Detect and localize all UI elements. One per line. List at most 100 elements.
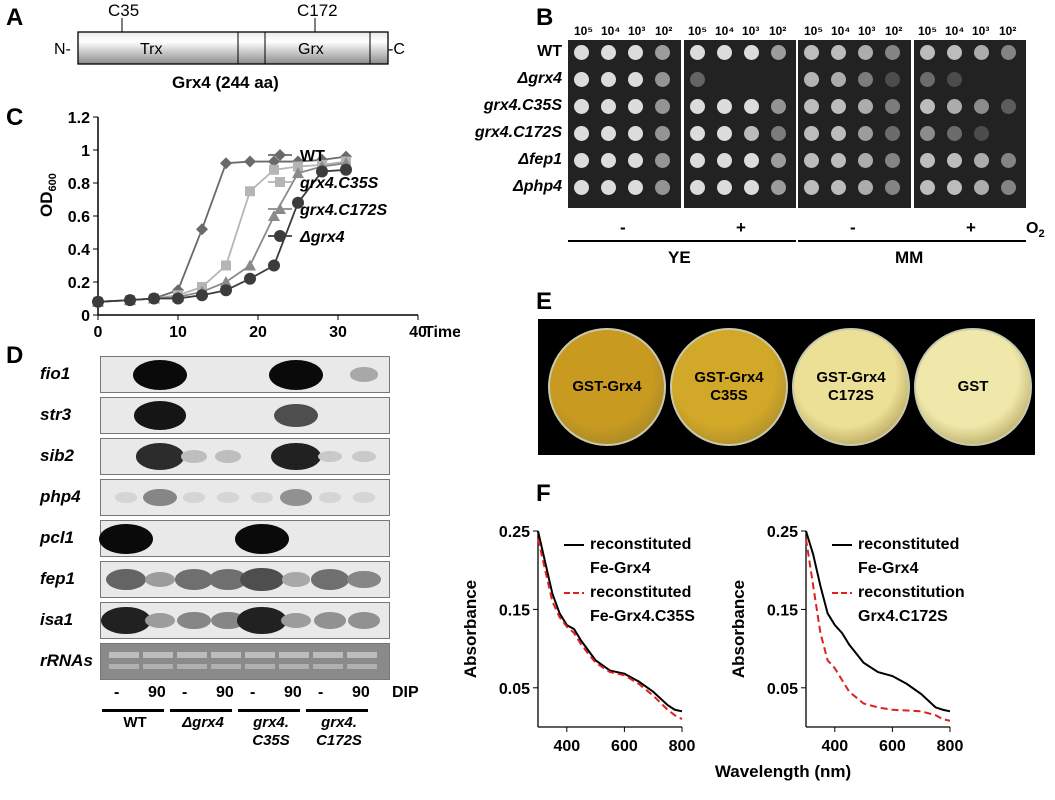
yeast-spot — [858, 153, 873, 168]
y-tick-label: 0.25 — [767, 524, 798, 541]
data-point — [274, 203, 286, 214]
x-tick-label: 400 — [821, 738, 848, 755]
yeast-spot — [690, 99, 705, 114]
yeast-spot — [947, 99, 962, 114]
y-tick-label: 0.2 — [68, 275, 90, 292]
blot-band — [100, 606, 152, 635]
legend-label: WT — [300, 148, 325, 165]
y-axis-label: OD600 — [37, 173, 59, 217]
y-tick-label: 1 — [81, 143, 90, 160]
yeast-spot — [771, 126, 786, 141]
blot-band — [144, 571, 176, 588]
y-axis-label: Absorbance — [729, 580, 748, 678]
rrna-band — [211, 664, 241, 669]
lane-label: 90 — [216, 684, 234, 701]
group-bar — [306, 709, 368, 712]
yeast-spot — [574, 126, 589, 141]
dilution-label: 10³ — [628, 24, 646, 38]
yeast-spot — [885, 99, 900, 114]
blot-band — [235, 523, 289, 554]
yeast-spot — [601, 180, 616, 195]
y-tick-label: 0.15 — [499, 602, 530, 619]
data-point — [221, 260, 231, 271]
data-point — [275, 177, 285, 187]
strain-label: WT — [537, 43, 562, 60]
gene-label: fio1 — [40, 364, 71, 383]
rrna-band — [143, 664, 173, 669]
protein-disc: GST-Grx4 C35S — [670, 328, 788, 446]
group-bar — [102, 709, 164, 712]
x-tick-label: 40 — [409, 324, 427, 340]
y-tick-label: 0.6 — [68, 209, 90, 226]
gene-label: str3 — [40, 405, 72, 424]
legend-label: reconstitution — [858, 584, 965, 601]
disc-label-line1: GST-Grx4 — [816, 369, 886, 386]
panel-letter-c: C — [6, 104, 24, 131]
data-point — [292, 196, 304, 209]
data-point — [220, 284, 232, 297]
blot-strip — [100, 479, 390, 516]
yeast-spot — [804, 153, 819, 168]
legend-label: grx4.C35S — [299, 175, 379, 192]
disc-label-line2: C35S — [710, 387, 748, 404]
data-point — [245, 186, 255, 197]
yeast-spot — [885, 126, 900, 141]
yeast-spot — [690, 45, 705, 60]
yeast-spot — [744, 45, 759, 60]
blot-band — [240, 567, 284, 592]
blot-band — [133, 359, 187, 390]
yeast-spot — [574, 153, 589, 168]
blot-strip — [100, 561, 390, 598]
condition-label: + — [736, 218, 746, 237]
yeast-spot — [655, 72, 670, 87]
protein-disc: GST-Grx4 — [548, 328, 666, 446]
yeast-spot — [1001, 99, 1016, 114]
protein-caption: Grx4 (244 aa) — [172, 73, 279, 92]
lane-label: - — [250, 684, 256, 701]
data-point — [269, 164, 279, 175]
yeast-spot — [858, 180, 873, 195]
rrna-band — [245, 664, 275, 669]
blot-band — [209, 569, 247, 590]
strain-label: grx4.C172S — [474, 124, 562, 141]
yeast-spot — [947, 126, 962, 141]
yeast-spot — [628, 180, 643, 195]
yeast-spot — [920, 126, 935, 141]
blot-band — [270, 442, 322, 471]
blot-band — [115, 492, 137, 503]
legend-label: reconstituted — [858, 536, 959, 553]
yeast-spot — [628, 126, 643, 141]
legend-label: Fe-Grx4.C35S — [590, 608, 695, 625]
lane-label: 90 — [352, 684, 370, 701]
lane-label: - — [318, 684, 324, 701]
panel-letter-e: E — [536, 288, 553, 315]
rrna-band — [347, 664, 377, 669]
blot-strip — [100, 643, 390, 680]
yeast-spot — [974, 153, 989, 168]
yeast-spot — [771, 180, 786, 195]
legend-label: Grx4.C172S — [858, 608, 948, 625]
yeast-spot — [831, 72, 846, 87]
medium-label-ye: YE — [668, 248, 691, 267]
blot-band — [319, 492, 341, 503]
gene-label: isa1 — [40, 610, 74, 629]
y-tick-label: 0.05 — [767, 681, 798, 698]
data-point — [196, 223, 208, 236]
data-point — [244, 155, 256, 168]
strain-label: Δphp4 — [513, 178, 562, 195]
gene-label: sib2 — [40, 446, 75, 465]
lane-label: 90 — [148, 684, 166, 701]
blot-band — [274, 403, 318, 428]
blot-band — [217, 492, 239, 503]
x-tick-label: 20 — [249, 324, 267, 340]
blot-strip — [100, 602, 390, 639]
blot-band — [353, 492, 375, 503]
legend-label: Fe-Grx4 — [858, 560, 919, 577]
x-tick-label: 10 — [169, 324, 187, 340]
strain-label: grx4.C35S — [483, 97, 562, 114]
yeast-spot — [690, 180, 705, 195]
group-label: WT — [123, 714, 147, 731]
yeast-spot — [690, 153, 705, 168]
blot-band — [210, 611, 246, 630]
dilution-label: 10⁵ — [574, 24, 593, 38]
